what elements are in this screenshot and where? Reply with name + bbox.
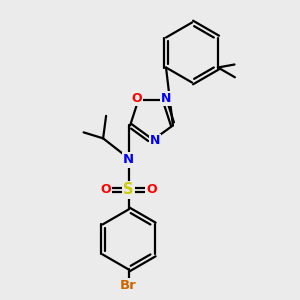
Text: O: O <box>100 184 111 196</box>
Text: Br: Br <box>120 280 137 292</box>
Text: N: N <box>161 92 171 105</box>
Text: N: N <box>150 134 160 148</box>
Text: O: O <box>146 184 157 196</box>
Text: O: O <box>131 92 142 105</box>
Text: S: S <box>123 182 134 197</box>
Text: N: N <box>123 154 134 166</box>
